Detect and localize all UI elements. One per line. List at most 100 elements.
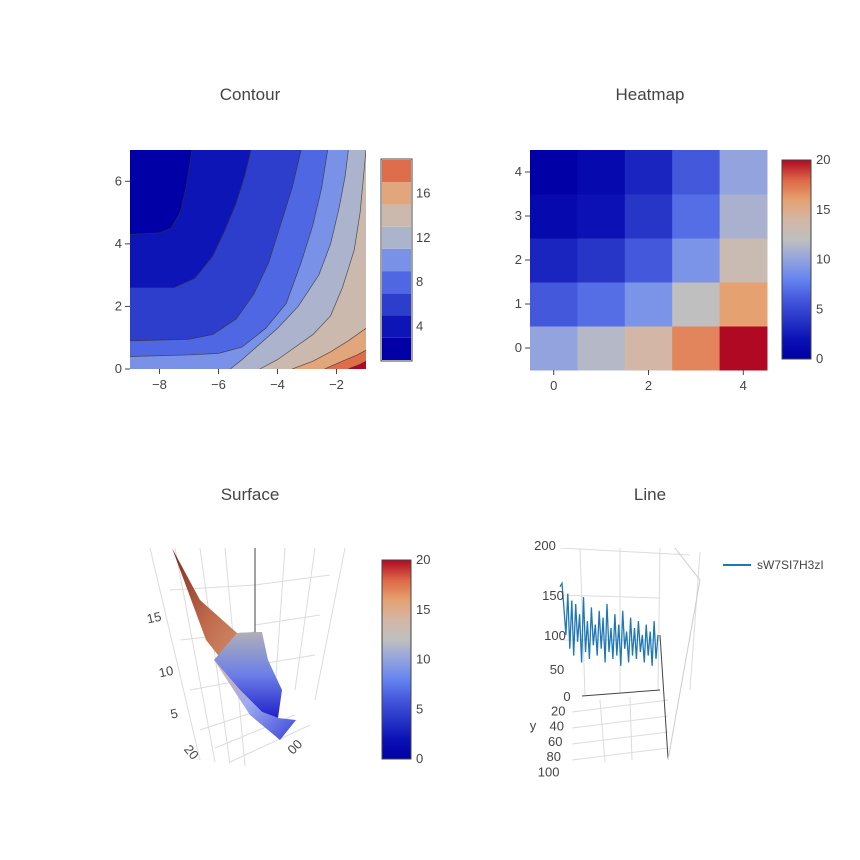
heatmap-cell xyxy=(577,194,626,239)
line-z-tick-label: 0 xyxy=(563,689,570,704)
surface-colorbar-tick-label: 15 xyxy=(416,602,430,617)
contour-colorbar-tick-label: 16 xyxy=(416,185,430,200)
line-axis-vertical xyxy=(659,634,669,759)
heatmap-cell xyxy=(624,194,673,239)
surface-colorbar-fill xyxy=(381,559,412,760)
contour-x-axis: −8 −6 −4 −2 xyxy=(152,369,344,392)
contour-x-tick-label: −2 xyxy=(329,377,344,392)
contour-colorbar-band xyxy=(382,315,411,338)
heatmap-cell xyxy=(530,150,578,195)
heatmap-x-tick-label: 0 xyxy=(550,378,557,393)
contour-colorbar-band xyxy=(382,293,411,316)
contour-line xyxy=(130,150,252,289)
surface-z-tick-label: 15 xyxy=(145,609,162,627)
line-scene[interactable] xyxy=(559,547,701,763)
contour-colorbar-band xyxy=(382,204,411,227)
surface-colorbar-tick-label: 10 xyxy=(416,652,430,667)
heatmap-cell xyxy=(577,238,626,283)
heatmap-cell xyxy=(624,238,673,283)
heatmap-colorbar-tick-label: 5 xyxy=(816,301,823,316)
contour-colorbar-tick-label: 8 xyxy=(416,274,423,289)
line-axis-right xyxy=(674,547,701,581)
contour-line xyxy=(230,150,349,369)
line-y-axis-label: y xyxy=(530,718,537,733)
heatmap-colorbar-tick-label: 20 xyxy=(816,152,830,167)
heatmap-cell xyxy=(577,282,626,327)
contour-line xyxy=(130,150,193,235)
contour-line xyxy=(324,349,366,369)
contour-line xyxy=(130,150,302,342)
heatmap-cell xyxy=(672,150,721,195)
contour-y-tick-label: 4 xyxy=(115,236,122,251)
heatmap-y-tick-label: 4 xyxy=(515,164,522,179)
heatmap-cell xyxy=(719,326,768,371)
heatmap-y-tick-label: 2 xyxy=(515,252,522,267)
heatmap-cell xyxy=(530,326,578,371)
heatmap-x-tick-label: 4 xyxy=(740,378,747,393)
heatmap-cell xyxy=(577,326,626,371)
contour-x-tick-label: −4 xyxy=(270,377,285,392)
surface-scene[interactable] xyxy=(149,548,346,767)
heatmap-cell xyxy=(672,194,721,239)
heatmap-cell xyxy=(719,194,768,239)
contour-colorbar-outline xyxy=(380,158,413,362)
contour-line xyxy=(348,360,366,369)
heatmap-cell xyxy=(530,194,578,239)
heatmap-cell xyxy=(577,150,626,195)
contour-band xyxy=(348,361,366,369)
line-z-tick-label: 150 xyxy=(542,588,564,603)
heatmap-x-axis: 0 2 4 xyxy=(550,370,747,393)
line-y-tick-label: 20 xyxy=(551,703,565,718)
heatmap-panel: Heatmap 0 2 4 0 1 2 3 4 0 5 10 15 20 xyxy=(515,85,831,393)
surface-axis-fragment: 20 xyxy=(181,742,202,763)
line-trace xyxy=(559,581,659,666)
line-z-tick-label: 50 xyxy=(550,662,564,677)
contour-colorbar-band xyxy=(382,248,411,272)
heatmap-cell xyxy=(719,282,768,327)
surface-colorbar-tick-label: 5 xyxy=(416,701,423,716)
line-z-axis: 0 50 100 150 200 xyxy=(534,538,570,704)
heatmap-colorbar-tick-label: 0 xyxy=(816,351,823,366)
contour-colorbar-band xyxy=(382,226,411,249)
surface-axis-fragment: 00 xyxy=(284,736,305,757)
surface-face-front xyxy=(214,660,296,740)
contour-band xyxy=(324,350,366,369)
heatmap-cell xyxy=(530,238,578,283)
contour-x-tick-label: −8 xyxy=(152,377,167,392)
surface-colorbar-tick-label: 20 xyxy=(416,552,430,567)
heatmap-colorbar: 0 5 10 15 20 xyxy=(781,152,830,366)
line-panel: Line 0 50 100 150 200 xyxy=(530,485,824,780)
contour-line xyxy=(292,328,366,369)
line-y-tick-label: 100 xyxy=(538,765,560,780)
contour-x-tick-label: −6 xyxy=(211,377,226,392)
contour-plot-area[interactable] xyxy=(130,150,366,369)
line-title: Line xyxy=(634,485,666,504)
heatmap-cell xyxy=(672,238,721,283)
heatmap-y-tick-label: 0 xyxy=(515,340,522,355)
contour-colorbar-band xyxy=(382,160,411,183)
surface-z-tick-label: 5 xyxy=(169,706,179,722)
contour-colorbar-band xyxy=(382,271,411,294)
line-y-tick-label: 40 xyxy=(550,719,564,734)
heatmap-colorbar-tick-label: 10 xyxy=(816,252,830,267)
contour-colorbar-band xyxy=(382,337,411,360)
surface-panel: Surface xyxy=(145,485,430,767)
line-y-tick-label: 80 xyxy=(547,749,561,764)
contour-line xyxy=(130,150,328,357)
surface-grid xyxy=(149,548,346,767)
line-legend[interactable]: sW7SI7H3zI xyxy=(723,558,824,572)
surface-title: Surface xyxy=(221,485,280,504)
line-grid xyxy=(559,548,701,763)
surface-face-mid xyxy=(214,632,282,718)
legend-label: sW7SI7H3zI xyxy=(757,558,824,572)
line-series-path xyxy=(559,581,659,666)
line-z-tick-label: 200 xyxy=(534,538,556,553)
heatmap-cell xyxy=(624,150,673,195)
line-axis-right2 xyxy=(667,579,701,761)
line-axis-base xyxy=(581,689,661,697)
heatmap-plot-area[interactable] xyxy=(530,150,768,371)
heatmap-cell xyxy=(530,282,578,327)
heatmap-y-tick-label: 3 xyxy=(515,208,522,223)
heatmap-cell xyxy=(624,326,673,371)
